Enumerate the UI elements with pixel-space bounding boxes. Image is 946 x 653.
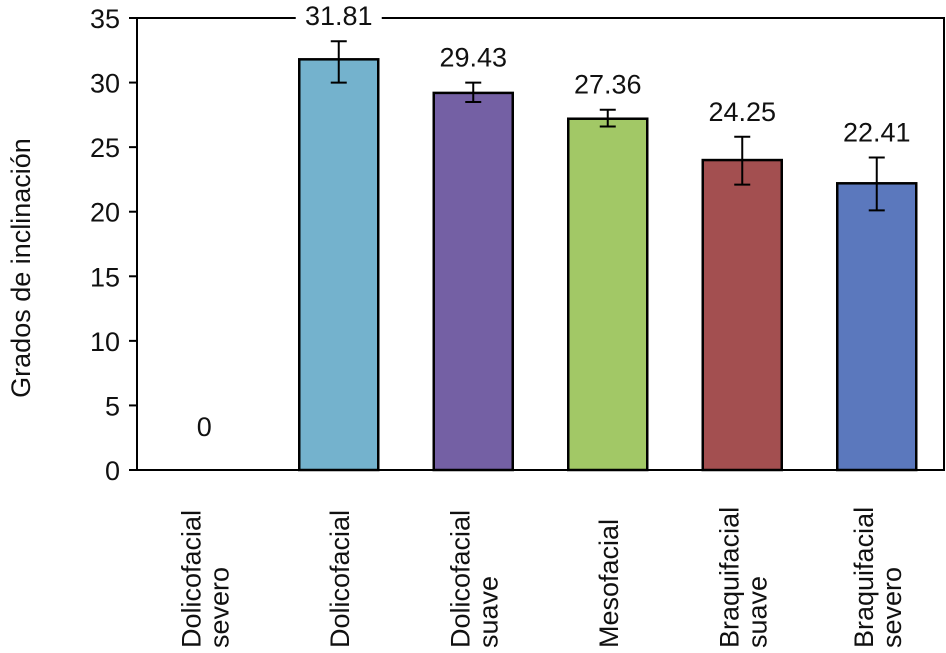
data-label-background bbox=[295, 1, 382, 30]
axes bbox=[136, 17, 945, 471]
bar bbox=[701, 158, 783, 472]
bar bbox=[432, 91, 514, 472]
data-label: 31.81 bbox=[305, 1, 373, 31]
data-labels: 0 31.81 29.43 27.36 24.25 22.41 bbox=[191, 1, 920, 442]
y-tick-label: 15 bbox=[90, 262, 120, 292]
y-axis-label: Grados de inclinación bbox=[6, 138, 36, 398]
category-label-line: Dolicofacial bbox=[445, 510, 475, 648]
error-bar bbox=[734, 135, 751, 186]
data-label-background bbox=[833, 117, 920, 146]
category-label-line: Braquifacial bbox=[714, 507, 744, 648]
y-tick-label: 30 bbox=[90, 69, 120, 99]
category-label-line: suave bbox=[742, 576, 772, 648]
data-label-background bbox=[430, 42, 517, 71]
data-label: 27.36 bbox=[574, 70, 642, 100]
category-label-line: Braquifacial bbox=[849, 507, 879, 648]
category-label-line: Dolicofacial bbox=[325, 510, 355, 648]
category-label-line: severo bbox=[204, 567, 234, 648]
category-label-line: Mesofacial bbox=[594, 519, 624, 648]
data-label-background bbox=[699, 96, 786, 125]
error-bars bbox=[330, 40, 885, 212]
data-label: 29.43 bbox=[439, 43, 507, 73]
data-label-background bbox=[191, 412, 217, 440]
data-label: 24.25 bbox=[708, 97, 776, 127]
data-label: 22.41 bbox=[843, 117, 911, 147]
category-label: Mesofacial bbox=[594, 519, 624, 648]
bar bbox=[567, 117, 649, 472]
error-bar bbox=[465, 81, 482, 103]
data-label: 0 bbox=[197, 412, 212, 442]
y-tick-label: 20 bbox=[90, 198, 120, 228]
data-label-background bbox=[564, 69, 651, 98]
y-tick-label: 0 bbox=[105, 456, 120, 486]
category-label-line: suave bbox=[473, 576, 503, 648]
bar bbox=[298, 58, 380, 472]
category-label-line: Dolicofacial bbox=[176, 510, 206, 648]
plot-frame bbox=[136, 17, 945, 471]
y-tick-label: 35 bbox=[90, 4, 120, 34]
error-bar bbox=[868, 156, 885, 212]
error-bar bbox=[330, 40, 347, 84]
y-tick-label: 10 bbox=[90, 327, 120, 357]
y-tick-label: 25 bbox=[90, 133, 120, 163]
error-bar bbox=[599, 108, 616, 128]
bars bbox=[298, 58, 918, 472]
category-label-line: severo bbox=[877, 567, 907, 648]
y-tick-label: 5 bbox=[105, 391, 120, 421]
y-axis-ticks: 0 5 10 15 20 25 30 35 bbox=[90, 4, 137, 486]
category-label: Dolicofacial bbox=[325, 510, 355, 648]
bar bbox=[836, 182, 918, 472]
